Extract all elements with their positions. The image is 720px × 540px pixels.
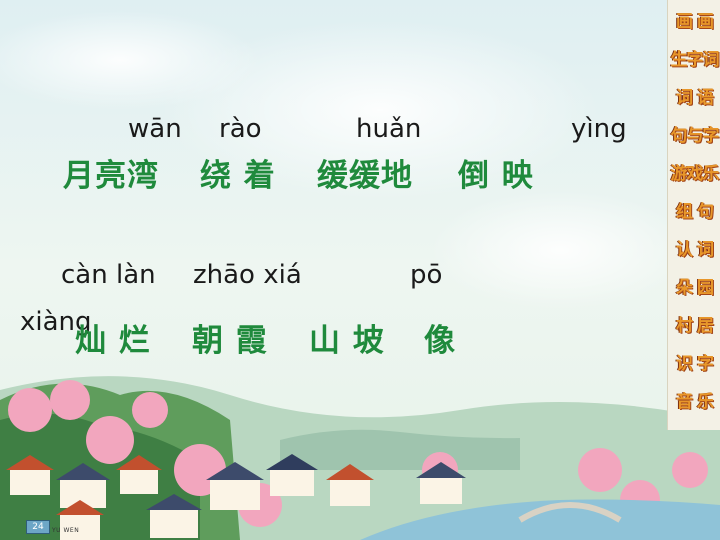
nav-item-cunju[interactable]: 村 居 xyxy=(668,308,720,338)
nav-item-label: 词 语 xyxy=(676,87,714,108)
nav-item-ciyu[interactable]: 词 语 xyxy=(668,80,720,110)
pinyin-xiang: xiàng xyxy=(20,307,92,337)
word-yueliangwan: 月亮湾 xyxy=(63,158,159,194)
nav-item-label: 音 乐 xyxy=(676,391,714,412)
nav-item-label: 游戏乐 xyxy=(670,163,720,184)
pinyin-zhaoxia: zhāo xiá xyxy=(193,260,302,290)
nav-item-yinyue[interactable]: 音 乐 xyxy=(668,384,720,414)
word-zhaoxia: 朝 霞 xyxy=(192,323,268,359)
page-number: 24 xyxy=(26,520,50,534)
word-xiang: 像 xyxy=(424,323,456,359)
nav-item-juyuzi[interactable]: 句与字 xyxy=(668,118,720,148)
word-shanpo: 山 坡 xyxy=(309,323,385,359)
nav-item-shengzici[interactable]: 生字词 xyxy=(668,42,720,72)
nav-item-label: 认 词 xyxy=(676,239,714,260)
footer-label: YU WEN xyxy=(52,527,80,534)
nav-item-zuju[interactable]: 组 句 xyxy=(668,194,720,224)
word-daoying: 倒 映 xyxy=(458,158,534,194)
pinyin-huan: huǎn xyxy=(356,114,422,144)
nav-item-label: 识 字 xyxy=(676,353,714,374)
pinyin-ying: yìng xyxy=(571,114,627,144)
word-huanhuandi: 缓缓地 xyxy=(317,158,413,194)
nav-item-label: 句与字 xyxy=(670,125,720,146)
nav-item-label: 画 画 xyxy=(676,11,714,32)
nav-item-duoyuan[interactable]: 朵 园 xyxy=(668,270,720,300)
pinyin-canlan: càn làn xyxy=(61,260,156,290)
nav-item-huahua[interactable]: 画 画 xyxy=(668,4,720,34)
pinyin-wan: wān xyxy=(128,114,182,144)
word-raozhe: 绕 着 xyxy=(200,158,276,194)
nav-item-shizi[interactable]: 识 字 xyxy=(668,346,720,376)
lesson-nav-sidebar: 画 画 生字词 词 语 句与字 游戏乐 组 句 认 词 朵 园 村 居 识 字 … xyxy=(667,0,720,430)
nav-item-label: 朵 园 xyxy=(676,277,714,298)
nav-item-label: 村 居 xyxy=(676,315,714,336)
pinyin-po: pō xyxy=(410,260,443,290)
nav-item-youxile[interactable]: 游戏乐 xyxy=(668,156,720,186)
nav-item-renci[interactable]: 认 词 xyxy=(668,232,720,262)
word-canlan: 灿 烂 xyxy=(75,323,151,359)
nav-item-label: 生字词 xyxy=(670,49,720,70)
nav-item-label: 组 句 xyxy=(676,201,714,222)
pinyin-rao: rào xyxy=(219,114,262,144)
